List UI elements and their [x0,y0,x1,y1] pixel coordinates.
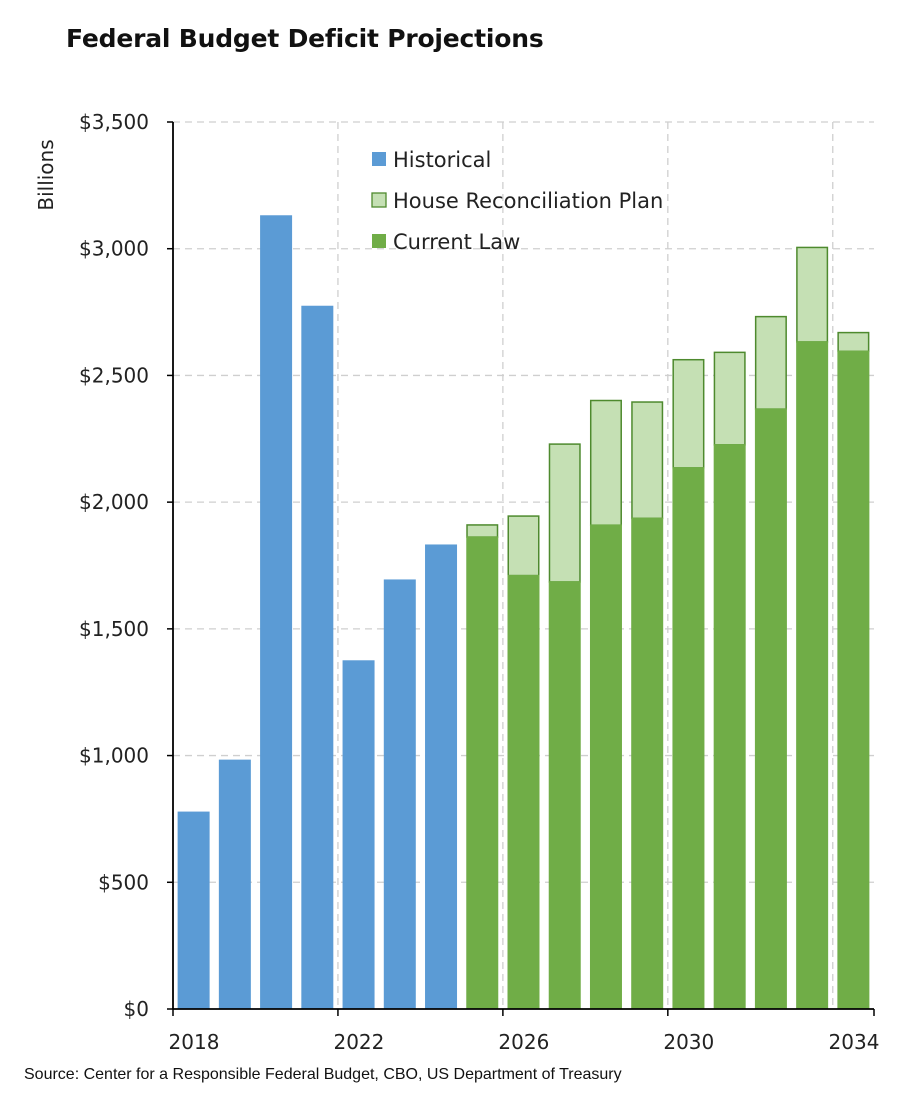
bar-current-law [507,574,540,1009]
legend-swatch-current-law [372,234,386,248]
y-tick-label: $1,500 [79,617,149,641]
bar-historical [383,579,416,1009]
x-tick-label: 2034 [829,1030,880,1054]
bars [177,215,870,1010]
legend-label-current-law: Current Law [393,230,520,254]
y-tick-label: $2,500 [79,363,149,387]
bar-historical [260,215,293,1009]
bar-house-plan [754,315,787,410]
legend-swatch-house-plan [371,192,387,208]
legend-swatch-historical [372,152,386,166]
legend: Historical House Reconciliation Plan Curre… [371,148,663,254]
bar-historical [342,660,375,1009]
bar-house-plan [672,358,705,469]
bar-house-plan [631,401,664,520]
bar-current-law [837,350,870,1010]
x-tick-label: 2018 [169,1030,220,1054]
bar-current-law [754,408,787,1010]
bar-current-law [796,341,829,1010]
x-tick-label: 2030 [663,1030,714,1054]
y-tick-label: $500 [98,870,149,894]
y-tick-label: $1,000 [79,744,149,768]
y-tick-label: $3,500 [79,110,149,134]
y-tick-label: $2,000 [79,490,149,514]
bar-house-plan [466,524,499,538]
bar-house-plan [796,246,829,343]
y-tick-label: $0 [124,997,149,1021]
y-axis-label: Billions [34,139,58,210]
legend-label-house-plan: House Reconciliation Plan [393,189,663,213]
x-tick-labels: 2018 2022 2026 2030 2034 [169,1030,880,1054]
bar-house-plan [837,331,870,353]
chart-title: Federal Budget Deficit Projections [66,24,544,53]
source-note: Source: Center for a Responsible Federal… [24,1066,622,1083]
bar-house-plan [713,351,746,446]
bar-current-law [589,524,622,1009]
bar-current-law [548,581,581,1009]
bar-historical [425,544,458,1009]
bar-historical [177,811,210,1009]
y-tick-label: $3,000 [79,237,149,261]
y-tick-labels: $0 $500 $1,000 $1,500 $2,000 $2,500 $3,000 $3,5… [79,110,149,1021]
x-tick-label: 2022 [333,1030,384,1054]
bar-house-plan [589,399,622,526]
bar-historical [301,305,334,1009]
bar-historical [218,759,251,1009]
bar-house-plan [507,515,540,577]
axes [167,121,875,1016]
legend-label-historical: Historical [393,148,491,172]
bar-current-law [672,467,705,1010]
x-tick-label: 2026 [498,1030,549,1054]
bar-current-law [631,517,664,1009]
bar-house-plan [548,443,581,583]
bar-current-law [713,444,746,1009]
bar-current-law [466,536,499,1009]
